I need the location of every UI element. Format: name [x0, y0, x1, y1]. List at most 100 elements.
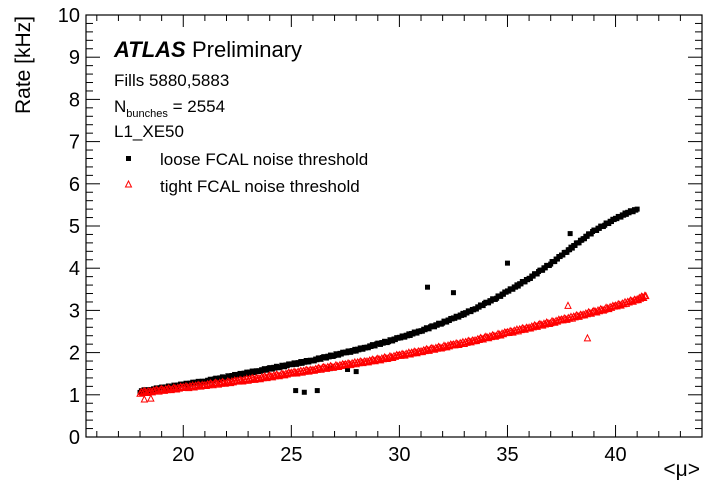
tight-point	[348, 358, 356, 367]
tight-point	[471, 335, 479, 344]
tight-point	[557, 315, 566, 323]
y-axis-title: Rate [kHz]	[12, 16, 35, 114]
tight-point	[444, 341, 452, 349]
tight-point	[240, 375, 248, 383]
tight-point	[191, 381, 200, 389]
tight-point	[203, 379, 212, 388]
loose-point	[548, 261, 554, 267]
tight-point	[503, 327, 512, 336]
tight-point	[407, 348, 416, 356]
tight-point	[641, 291, 650, 300]
tight-outlier-point	[564, 301, 572, 309]
tight-point	[552, 316, 560, 324]
tight-point	[323, 362, 332, 371]
loose-point	[569, 245, 575, 251]
tight-point	[549, 317, 558, 326]
tight-point	[486, 331, 494, 340]
tight-point	[174, 383, 182, 391]
tight-point	[456, 338, 465, 347]
tight-point	[611, 301, 620, 309]
tight-point	[309, 365, 317, 373]
tight-point	[441, 342, 450, 350]
preliminary-label: Preliminary	[192, 37, 302, 62]
x-tick-label: 30	[388, 444, 410, 466]
tight-point	[245, 374, 254, 383]
tight-point	[269, 370, 278, 379]
tight-point	[507, 327, 516, 335]
tight-point	[411, 347, 420, 356]
tight-point	[417, 346, 425, 355]
tight-point	[303, 366, 312, 374]
legend-label-tight: tight FCAL noise threshold	[160, 177, 360, 196]
legend-marker-loose	[126, 156, 131, 161]
tight-point	[395, 350, 404, 359]
atlas-label: ATLAS	[113, 37, 186, 62]
tight-point	[257, 372, 266, 381]
tight-point	[249, 374, 258, 383]
loose-outlier-point	[425, 284, 431, 290]
tight-outlier-point	[583, 333, 592, 342]
tight-point	[287, 368, 296, 376]
tight-point	[279, 370, 288, 378]
loose-point	[576, 240, 582, 246]
tight-point	[390, 351, 398, 360]
tight-point	[449, 339, 458, 348]
tight-point	[594, 305, 602, 314]
tight-point	[149, 386, 158, 394]
loose-point	[634, 206, 640, 212]
tight-point	[375, 354, 383, 363]
nbunches-sub: bunches	[126, 108, 168, 120]
tight-point	[519, 324, 528, 333]
tight-point	[540, 319, 548, 327]
tight-point	[591, 307, 600, 315]
y-tick-label: 10	[58, 5, 80, 27]
tight-point	[321, 363, 329, 372]
tight-point	[363, 356, 371, 365]
tight-point	[171, 384, 179, 392]
nbunches-label: Nbunches = 2554	[114, 97, 225, 120]
x-tick-label: 40	[604, 444, 626, 466]
x-axis-ticks: 20 25 30 35 40	[96, 15, 703, 466]
tight-point	[294, 367, 302, 375]
tight-point	[336, 360, 344, 369]
y-tick-label: 9	[69, 47, 80, 69]
loose-point	[560, 252, 566, 258]
loose-outlier-point	[301, 389, 307, 395]
tight-point	[195, 381, 204, 389]
tight-point	[365, 355, 374, 364]
tight-point	[179, 382, 188, 391]
legend-label-loose: loose FCAL noise threshold	[160, 150, 368, 169]
loose-point	[554, 256, 560, 262]
loose-point	[552, 259, 558, 265]
y-tick-label: 1	[69, 385, 80, 407]
fills-label: Fills 5880,5883	[114, 71, 229, 90]
tight-point	[233, 376, 242, 384]
y-tick-label: 5	[69, 216, 80, 238]
series-tight-fcal	[136, 291, 650, 403]
tight-point	[147, 386, 155, 395]
tight-outlier-point	[140, 394, 149, 403]
tight-point	[137, 387, 146, 396]
y-tick-label: 2	[69, 343, 80, 365]
tight-point	[225, 377, 234, 386]
tight-point	[495, 330, 504, 338]
tight-point	[141, 387, 150, 396]
tight-point	[525, 323, 533, 331]
tight-point	[564, 313, 573, 322]
tight-point	[378, 353, 386, 362]
tight-point	[282, 369, 290, 377]
tight-point	[357, 357, 366, 366]
tight-point	[465, 337, 474, 345]
loose-point	[572, 242, 578, 248]
tight-point	[311, 364, 320, 373]
tight-point	[432, 343, 440, 352]
loose-point	[567, 247, 573, 253]
tight-point	[618, 299, 627, 307]
tight-point	[473, 334, 482, 343]
nbunches-n: N	[114, 97, 126, 116]
tight-point	[537, 320, 546, 328]
tight-point	[527, 322, 536, 330]
y-axis-ticks: 0 1 2 3 4 5 6 7 8 9 10	[58, 5, 702, 449]
tight-point	[453, 339, 462, 348]
